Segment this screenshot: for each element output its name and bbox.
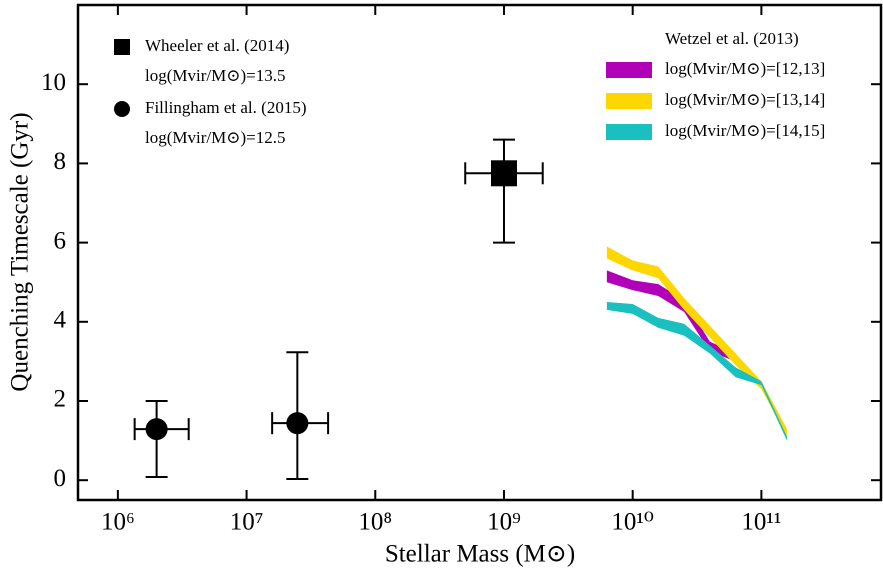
x-tick-label: 10¹⁰ — [611, 509, 654, 536]
legend-swatch — [606, 124, 652, 140]
y-tick-label: 2 — [54, 386, 67, 413]
band — [606, 270, 736, 362]
legend-label: log(Mvir/M⊙)=[14,15] — [665, 121, 825, 140]
y-axis-label: Quenching Timescale (Gyr) — [7, 112, 34, 391]
legend-label: Wheeler et al. (2014) — [145, 36, 289, 55]
legend-sublabel: log(Mvir/M⊙)=12.5 — [145, 128, 285, 147]
y-tick-label: 10 — [41, 69, 66, 96]
legend-marker — [114, 101, 130, 117]
x-axis-label: Stellar Mass (M⊙) — [385, 541, 575, 568]
legend-swatch — [606, 93, 652, 109]
y-tick-label: 8 — [54, 148, 67, 175]
x-tick-label: 10⁸ — [358, 509, 392, 536]
point — [286, 412, 309, 435]
x-tick-label: 10⁷ — [230, 509, 264, 536]
x-tick-label: 10⁹ — [487, 509, 521, 536]
point — [145, 418, 168, 441]
y-tick-label: 6 — [54, 227, 67, 254]
legend-sublabel: log(Mvir/M⊙)=13.5 — [145, 66, 285, 85]
y-tick-label: 0 — [54, 465, 67, 492]
legend-swatch — [606, 62, 652, 78]
plot-frame — [76, 3, 883, 502]
band-legend-title: Wetzel et al. (2013) — [665, 29, 799, 48]
legend-marker — [114, 39, 130, 55]
legend-label: Fillingham et al. (2015) — [145, 98, 306, 117]
x-tick-label: 10⁶ — [101, 509, 135, 536]
x-tick-label: 10¹¹ — [741, 509, 781, 536]
point — [490, 160, 517, 187]
legend-label: log(Mvir/M⊙)=[12,13] — [665, 59, 825, 78]
y-tick-label: 4 — [54, 307, 67, 334]
band — [606, 246, 787, 437]
legend-label: log(Mvir/M⊙)=[13,14] — [665, 90, 825, 109]
